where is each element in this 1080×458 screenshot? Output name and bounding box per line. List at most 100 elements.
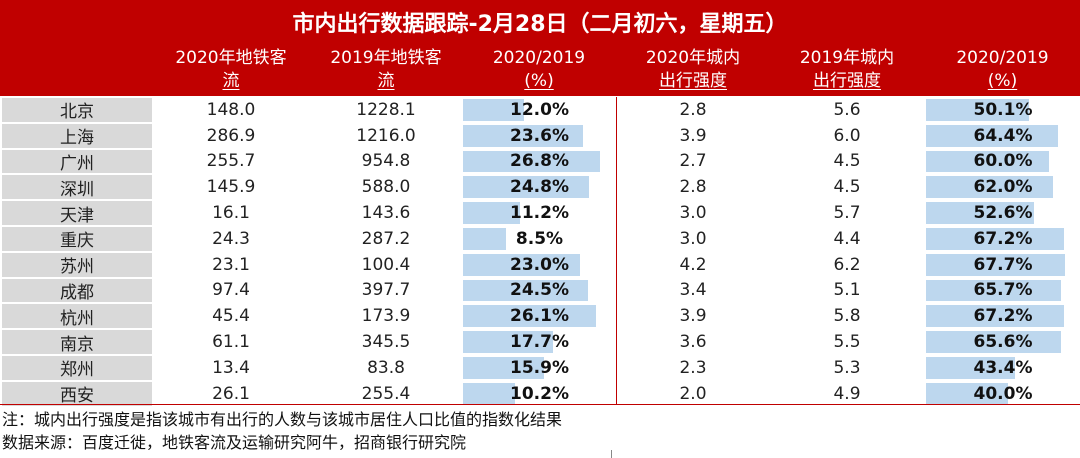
ratio-value: 23.6% <box>510 125 569 146</box>
value-cell-t2019: 5.1 <box>833 280 861 301</box>
value-cell-m2020: 45.4 <box>212 306 250 327</box>
value-cell-t2020: 3.4 <box>679 280 707 301</box>
value-cell-m2019: 397.7 <box>361 280 411 301</box>
value-cell-m2020: 97.4 <box>212 280 250 301</box>
ratio-value: 17.7% <box>510 332 569 353</box>
ratio-cell-tratio: 50.1% <box>926 97 1080 123</box>
ratio-value: 23.0% <box>510 254 569 275</box>
table-row: 广州 255.7 954.8 2.7 4.5 26.8% 60.0% <box>0 149 1080 175</box>
ratio-cell-tratio: 60.0% <box>926 149 1080 175</box>
table-bottom-line <box>0 404 1080 405</box>
ratio-value: 62.0% <box>973 177 1033 198</box>
ratio-bar <box>463 124 584 147</box>
ratio-bar <box>463 279 588 302</box>
ratio-cell-mratio: 11.2% <box>463 200 616 226</box>
ratio-value: 40.0% <box>973 383 1033 404</box>
value-cell-t2019: 4.5 <box>833 177 861 198</box>
city-cell: 广州 <box>2 149 152 174</box>
ratio-cell-mratio: 10.2% <box>463 381 616 407</box>
value-cell-t2019: 5.6 <box>833 99 861 120</box>
value-cell-t2019: 6.2 <box>833 254 861 275</box>
value-cell-m2020: 24.3 <box>212 228 250 249</box>
header-line2: 流 <box>377 70 395 91</box>
city-cell: 苏州 <box>2 252 152 277</box>
table-row: 上海 286.9 1216.0 3.9 6.0 23.6% 64.4% <box>0 123 1080 149</box>
value-cell-m2019: 588.0 <box>361 177 411 198</box>
value-cell-t2020: 3.9 <box>679 125 707 146</box>
ratio-cell-tratio: 65.7% <box>926 278 1080 304</box>
ratio-value: 12.0% <box>510 99 569 120</box>
city-cell: 北京 <box>2 98 152 122</box>
value-cell-t2020: 3.6 <box>679 332 707 353</box>
ratio-cell-mratio: 24.8% <box>463 174 616 200</box>
ratio-cell-mratio: 23.0% <box>463 252 616 278</box>
ratio-value: 43.4% <box>973 357 1033 378</box>
value-cell-m2020: 26.1 <box>212 383 250 404</box>
table-row: 成都 97.4 397.7 3.4 5.1 24.5% 65.7% <box>0 278 1080 304</box>
edge-mark <box>611 450 612 458</box>
ratio-cell-mratio: 17.7% <box>463 329 616 355</box>
table-row: 郑州 13.4 83.8 2.3 5.3 15.9% 43.4% <box>0 355 1080 381</box>
ratio-cell-tratio: 67.2% <box>926 303 1080 329</box>
city-cell: 南京 <box>2 330 152 355</box>
table-row: 重庆 24.3 287.2 3.0 4.4 8.5% 67.2% <box>0 226 1080 252</box>
header-metro-2020: 2020年地铁客 流 <box>155 43 307 96</box>
ratio-value: 65.7% <box>973 280 1033 301</box>
value-cell-m2020: 255.7 <box>206 151 256 172</box>
ratio-value: 67.7% <box>973 254 1033 275</box>
value-cell-t2019: 5.8 <box>833 306 861 327</box>
header-line1: 2019年地铁客 <box>330 47 442 68</box>
ratio-bar <box>926 356 1016 379</box>
ratio-cell-tratio: 62.0% <box>926 174 1080 200</box>
ratio-value: 26.1% <box>510 306 569 327</box>
value-cell-t2019: 4.5 <box>833 151 861 172</box>
ratio-cell-tratio: 64.4% <box>926 123 1080 149</box>
value-cell-m2020: 23.1 <box>212 254 250 275</box>
value-cell-t2020: 2.3 <box>679 357 707 378</box>
ratio-cell-tratio: 43.4% <box>926 355 1080 381</box>
ratio-bar <box>463 305 597 328</box>
value-cell-m2019: 1228.1 <box>356 99 416 120</box>
table-body: 北京 148.0 1228.1 2.8 5.6 12.0% 50.1% 上海 286.9 1216… <box>0 97 1080 407</box>
header-line2: 出行强度 <box>659 70 727 91</box>
value-cell-t2020: 3.0 <box>679 203 707 224</box>
city-cell: 成都 <box>2 278 152 303</box>
ratio-value: 60.0% <box>973 151 1033 172</box>
ratio-cell-mratio: 12.0% <box>463 97 616 123</box>
ratio-cell-tratio: 40.0% <box>926 381 1080 407</box>
ratio-cell-tratio: 65.6% <box>926 329 1080 355</box>
value-cell-m2020: 61.1 <box>212 332 250 353</box>
value-cell-m2020: 286.9 <box>206 125 256 146</box>
ratio-cell-tratio: 67.7% <box>926 252 1080 278</box>
header-line1: 2020年地铁客 <box>175 47 287 68</box>
ratio-value: 64.4% <box>973 125 1033 146</box>
value-cell-m2019: 345.5 <box>361 332 411 353</box>
value-cell-t2020: 2.0 <box>679 383 707 404</box>
value-cell-t2020: 3.0 <box>679 228 707 249</box>
ratio-value: 50.1% <box>973 99 1033 120</box>
ratio-bar <box>463 150 600 173</box>
ratio-cell-mratio: 8.5% <box>463 226 616 252</box>
city-cell: 上海 <box>2 123 152 148</box>
ratio-cell-mratio: 24.5% <box>463 278 616 304</box>
table-header: 2020年地铁客 流 2019年地铁客 流 2020/2019 (%) 2020… <box>0 43 1080 96</box>
ratio-bar <box>926 202 1034 224</box>
value-cell-t2019: 4.4 <box>833 228 861 249</box>
city-cell: 郑州 <box>2 355 152 380</box>
header-line2: 出行强度 <box>813 70 881 91</box>
header-line1: 2019年城内 <box>799 47 895 68</box>
value-cell-m2020: 145.9 <box>206 177 256 198</box>
value-cell-t2020: 3.9 <box>679 306 707 327</box>
value-cell-m2019: 1216.0 <box>356 125 416 146</box>
ratio-value: 67.2% <box>973 306 1033 327</box>
city-cell: 杭州 <box>2 304 152 329</box>
header-travel-2019: 2019年城内 出行强度 <box>771 43 923 96</box>
table-row: 天津 16.1 143.6 3.0 5.7 11.2% 52.6% <box>0 200 1080 226</box>
ratio-value: 67.2% <box>973 228 1033 249</box>
value-cell-t2019: 5.3 <box>833 357 861 378</box>
header-line1: 2020/2019 <box>492 47 586 68</box>
city-cell: 深圳 <box>2 175 152 200</box>
header-travel-2020: 2020年城内 出行强度 <box>617 43 769 96</box>
table-title: 市内出行数据跟踪-2月28日（二月初六，星期五） <box>0 0 1080 43</box>
